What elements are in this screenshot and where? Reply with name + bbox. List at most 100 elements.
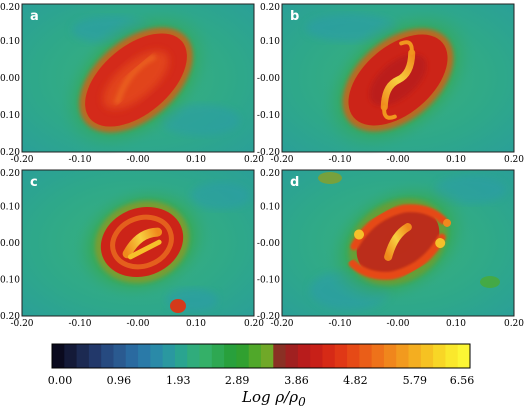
panel-d-bar [384, 223, 412, 261]
panel-a-frame [21, 3, 255, 153]
x-tick-label-panel-d: -0.00 [386, 319, 409, 329]
y-tick-label-panel-c: -0.10 [0, 276, 20, 286]
panel-b-arm [399, 40, 414, 55]
panel-d-clump [318, 172, 342, 184]
colorbar-cell [433, 344, 446, 368]
panel-a-ridge [113, 53, 157, 105]
y-tick-label-panel-a: -0.20 [0, 148, 20, 158]
x-tick-label-panel-d: -0.20 [270, 319, 293, 329]
colorbar-cell [211, 344, 225, 368]
y-tick-label-panel-c: -0.20 [0, 312, 20, 322]
colorbar-cell [445, 344, 459, 368]
x-tick-label-panel-c: -0.00 [126, 319, 149, 329]
panel-b-label: b [290, 9, 299, 24]
colorbar-title-subscript: 0 [298, 395, 306, 409]
y-tick-label-panel-d: -0.10 [257, 276, 280, 286]
x-tick-label-panel-b: 0.20 [504, 155, 524, 165]
colorbar-cell [199, 344, 213, 368]
colorbar-tick-label: 6.56 [450, 374, 475, 387]
colorbar-cell [334, 344, 348, 368]
panel-b-frame [281, 3, 515, 153]
y-tick-label-top-panel-a: 0.20 [0, 3, 20, 13]
colorbar-frame [51, 343, 471, 369]
x-tick-label-panel-b: 0.10 [446, 155, 466, 165]
colorbar-cell [248, 344, 262, 368]
panel-d-clump [480, 276, 500, 288]
colorbar-cell [138, 344, 151, 368]
colorbar-tick-label: 2.89 [225, 374, 250, 387]
panel-d-spiral-arm [348, 233, 446, 280]
colorbar-cell [285, 344, 299, 368]
y-tick-label-top-panel-c: 0.20 [0, 169, 20, 179]
x-tick-label-panel-c: 0.10 [186, 319, 206, 329]
colorbar-cell [383, 344, 397, 368]
panel-d-knot [354, 229, 365, 240]
y-tick-label-panel-a: 0.10 [0, 37, 20, 47]
x-tick-label-panel-d: -0.10 [328, 319, 351, 329]
colorbar-cell [52, 344, 65, 368]
panel-d-spiral-arm [350, 204, 448, 251]
colorbar-cell [297, 344, 311, 368]
colorbar-cell [310, 344, 323, 368]
colorbar-cell [322, 344, 336, 368]
axis-tick-labels: -0.20 -0.10 -0.00 0.10 0.20 0.10 -0.00 -0.10 -0.… [0, 3, 524, 329]
panel-c-low-region [190, 182, 250, 210]
x-tick-label-panel-d: 0.10 [446, 319, 466, 329]
x-tick-label-panel-a: 0.10 [186, 155, 206, 165]
panel-c-label: c [30, 175, 38, 190]
panel-c-clump [170, 299, 186, 313]
colorbar-cell [187, 344, 201, 368]
colorbar-cell [457, 344, 471, 368]
colorbar-cell [408, 344, 422, 368]
panel-c-frame [21, 169, 255, 317]
colorbar-cell [347, 344, 360, 368]
x-tick-label-panel-b: -0.20 [270, 155, 293, 165]
colorbar-cell [174, 344, 188, 368]
colorbar-tick-label: 0.00 [48, 374, 73, 387]
panel-d-frame [281, 169, 515, 317]
colorbar-cell [88, 344, 102, 368]
x-tick-label-panel-a: 0.20 [244, 155, 264, 165]
y-tick-label-panel-b: -0.20 [257, 148, 280, 158]
colorbar-cell [101, 344, 114, 368]
panel-c-ring [110, 214, 174, 270]
panel-a: a [21, 3, 255, 155]
colorbar-cell [273, 344, 287, 368]
y-tick-label-panel-d: -0.20 [257, 312, 280, 322]
x-tick-label-panel-b: -0.00 [386, 155, 409, 165]
y-tick-label-panel-c: 0.10 [0, 203, 20, 213]
y-tick-label-panel-a: -0.10 [0, 111, 20, 121]
y-tick-label-panel-b: -0.10 [257, 111, 280, 121]
panel-b: b [281, 3, 515, 155]
y-tick-label-panel-a: -0.00 [0, 74, 20, 84]
colorbar-tick-labels: 0.00 0.96 1.93 2.89 3.86 4.82 5.79 6.56 [48, 374, 475, 387]
colorbar-cell [162, 344, 176, 368]
panel-b-bar [380, 49, 416, 111]
x-tick-label-panel-d: 0.20 [504, 319, 524, 329]
colorbar-cell [396, 344, 410, 368]
colorbar-tick-label: 5.79 [403, 374, 428, 387]
panel-d-knot [435, 238, 446, 249]
colorbar-title-main: Log ρ/ρ [241, 388, 298, 406]
y-tick-label-top-panel-d: 0.20 [260, 169, 280, 179]
x-tick-label-panel-b: -0.10 [328, 155, 351, 165]
panel-d: d [281, 169, 515, 317]
colorbar-cell [113, 344, 127, 368]
panel-d-label: d [290, 175, 299, 190]
x-tick-label-panel-a: -0.10 [68, 155, 91, 165]
colorbar-cell [125, 344, 139, 368]
x-tick-label-panel-a: -0.20 [10, 155, 33, 165]
colorbar-cell [64, 344, 78, 368]
colorbar-cell [76, 344, 90, 368]
panel-c-bar [122, 227, 163, 259]
colorbar-tick-label: 0.96 [107, 374, 132, 387]
colorbar-title: Log ρ/ρ0 [241, 388, 306, 409]
panel-b-arm [382, 105, 397, 120]
panel-c-bar-secondary [127, 239, 162, 260]
colorbar: 0.00 0.96 1.93 2.89 3.86 4.82 5.79 6.56 Log ρ/ρ… [48, 343, 475, 409]
x-tick-label-panel-c: -0.20 [10, 319, 33, 329]
x-tick-label-panel-c: 0.20 [244, 319, 264, 329]
colorbar-cell [420, 344, 434, 368]
y-tick-label-panel-d: 0.10 [260, 203, 280, 213]
panel-c: c [21, 169, 255, 317]
